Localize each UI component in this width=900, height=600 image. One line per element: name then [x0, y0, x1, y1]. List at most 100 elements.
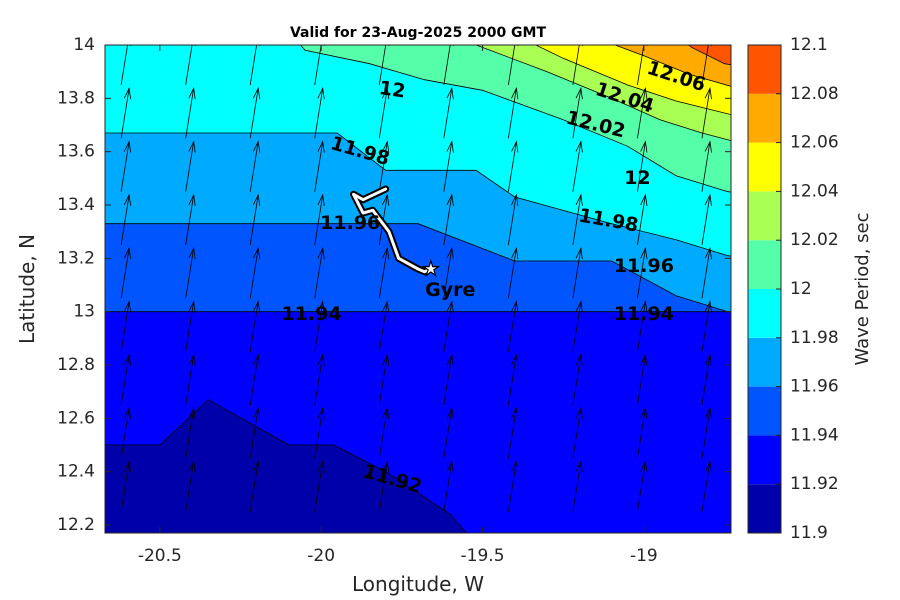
wave-arrow-shaft	[701, 141, 711, 192]
wave-arrow-head	[640, 300, 648, 313]
colorbar-tick-label: 12.1	[790, 35, 828, 55]
wave-arrow-head	[123, 246, 132, 260]
wave-arrow	[120, 460, 132, 512]
colorbar-segment	[748, 142, 781, 192]
wave-arrow	[701, 246, 712, 299]
wave-arrow-head	[704, 140, 712, 153]
wave-arrow	[701, 300, 712, 352]
contour-label: 12	[378, 77, 407, 102]
wave-arrow-head	[252, 406, 261, 420]
wave-arrow	[120, 300, 132, 352]
wave-arrow-shaft	[637, 141, 646, 192]
wave-arrow-shaft	[701, 354, 711, 406]
wave-arrow-shaft	[572, 141, 582, 192]
wave-arrow-head	[704, 193, 712, 206]
colorbar-segment	[748, 386, 781, 436]
wave-arrow-head	[317, 460, 325, 473]
wave-arrow	[701, 86, 712, 139]
wave-arrow-head	[317, 193, 325, 206]
wave-arrow-shaft	[507, 141, 517, 192]
wave-arrow-shaft	[378, 408, 388, 459]
wave-arrow-shaft	[378, 141, 388, 192]
wave-arrow-head	[252, 300, 261, 313]
wave-arrow	[443, 406, 454, 459]
wave-arrow	[507, 353, 519, 406]
wave-arrow-shaft	[637, 354, 646, 406]
wave-arrow-head	[446, 460, 454, 473]
wave-direction-arrows	[120, 45, 712, 512]
wave-arrow-head	[252, 460, 261, 473]
y-tick-label: 13.2	[57, 248, 95, 268]
wave-arrow-head	[382, 406, 390, 420]
wave-arrow-shaft	[185, 248, 195, 299]
wave-arrow	[701, 406, 712, 459]
y-tick-label: 12.8	[57, 355, 95, 375]
wave-arrow-shaft	[185, 194, 195, 246]
wave-arrow	[378, 140, 390, 192]
wave-arrow-head	[575, 246, 583, 260]
wave-arrow-head	[188, 460, 196, 473]
wave-arrow-shaft	[507, 354, 517, 406]
wave-arrow-head	[252, 246, 261, 260]
contour-band-7	[535, 45, 731, 115]
wave-arrow	[185, 193, 196, 246]
wave-arrow-head	[511, 140, 519, 153]
y-tick-label: 12.2	[57, 515, 95, 535]
wave-arrow-head	[382, 140, 390, 153]
wave-arrow-head	[640, 460, 648, 473]
wave-arrow-shaft	[249, 408, 259, 459]
wave-arrow-head	[575, 193, 583, 206]
y-tick-label: 12.4	[57, 462, 95, 482]
wave-arrow-shaft	[378, 88, 388, 139]
wave-arrow-shaft	[314, 248, 324, 299]
contour-band-8	[614, 45, 731, 87]
wave-arrow-shaft	[507, 301, 517, 352]
y-tick-label: 13	[73, 302, 95, 322]
wave-arrow-shaft	[249, 461, 259, 512]
wave-arrow	[637, 86, 648, 139]
wave-arrow	[378, 406, 390, 459]
contour-line-6	[534, 45, 731, 116]
wave-arrow	[443, 140, 454, 192]
wave-arrow	[120, 140, 132, 192]
colorbar-tick-label: 11.92	[790, 474, 839, 494]
wave-arrow-shaft	[378, 461, 388, 512]
wave-arrow	[314, 86, 325, 139]
wave-arrow-head	[575, 460, 583, 473]
wave-arrow-head	[317, 353, 325, 366]
wave-arrow-head	[446, 300, 454, 313]
wave-arrow-shaft	[314, 141, 324, 192]
wave-arrow	[443, 86, 454, 139]
wave-arrow-head	[123, 193, 132, 206]
wave-arrow	[507, 193, 519, 246]
wave-arrow	[314, 140, 325, 192]
wave-arrow	[701, 45, 712, 86]
wave-arrow-shaft	[120, 88, 130, 139]
wave-arrow-shaft	[701, 248, 711, 299]
wave-arrow	[443, 45, 454, 86]
wave-arrow-head	[252, 140, 261, 153]
wave-arrow-shaft	[120, 45, 128, 86]
wave-arrow-shaft	[637, 461, 646, 512]
wave-arrow	[572, 140, 583, 192]
wave-arrow-shaft	[249, 301, 259, 352]
wave-arrow-head	[188, 353, 196, 366]
y-axis-label: Latitude, N	[15, 234, 39, 344]
wave-arrow	[637, 140, 648, 192]
y-tick-label: 13.8	[57, 88, 95, 108]
wave-arrow-head	[123, 300, 132, 313]
wave-arrow	[507, 86, 519, 139]
contour-line-5	[474, 45, 731, 142]
x-axis: -20.5 -20 -19.5 -19	[138, 45, 658, 566]
wave-arrow-shaft	[120, 301, 130, 352]
wave-arrow	[120, 86, 132, 139]
wave-arrow-shaft	[572, 301, 582, 352]
wave-arrow	[249, 45, 261, 86]
wave-arrow	[185, 460, 196, 512]
wave-arrow-head	[575, 353, 583, 366]
wave-arrow	[637, 246, 648, 299]
wave-arrow-shaft	[637, 45, 645, 86]
wave-arrow	[572, 460, 583, 512]
wave-arrow	[572, 86, 583, 139]
wave-arrow-shaft	[249, 248, 259, 299]
